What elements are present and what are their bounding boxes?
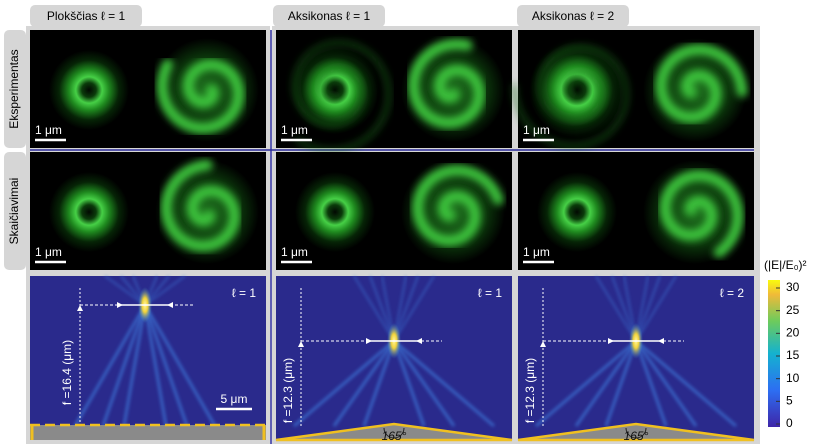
column-label: Plokščias ℓ = 1 <box>47 9 126 23</box>
order-label: ℓ = 2 <box>720 286 745 300</box>
colorbar <box>768 280 780 427</box>
colorbar-title: (|E|/E₀)² <box>764 258 807 272</box>
apex-angle: 165° <box>382 429 407 443</box>
content: Plokščias ℓ = 1 Aksikonas ℓ = 1 Aksikonas … <box>30 5 807 443</box>
colorbar-tick-label: 15 <box>786 348 800 362</box>
colorbar-tick-label: 20 <box>786 326 800 340</box>
order-label: ℓ = 1 <box>232 286 257 300</box>
colorbar-tick-label: 30 <box>786 280 800 294</box>
row-label: Skaičiavimai <box>7 178 21 245</box>
column-label: Aksikonas ℓ = 1 <box>288 9 371 23</box>
column-label: Aksikonas ℓ = 2 <box>532 9 615 23</box>
vortex-ring <box>49 50 129 130</box>
focal-length-label: f =16.4 (μm) <box>60 340 74 405</box>
row-label: Eksperimentas <box>7 49 21 128</box>
focal-length-label: f =12.3 (μm) <box>281 358 295 423</box>
scale-bar-label: 1 μm <box>35 245 62 259</box>
order-label: ℓ = 1 <box>478 286 503 300</box>
scale-bar-label: 1 μm <box>523 245 550 259</box>
apex-angle: 165° <box>624 429 649 443</box>
colorbar-tick-label: 5 <box>786 394 793 408</box>
scale-bar-label: 1 μm <box>281 123 308 137</box>
vortex-ring <box>537 172 617 252</box>
scale-bar-label: 1 μm <box>35 123 62 137</box>
colorbar-tick-label: 10 <box>786 371 800 385</box>
substrate <box>30 425 266 440</box>
page: Eksperimentas Skaičiavimai Plokščias ℓ =… <box>0 0 816 444</box>
vortex-ring <box>49 172 129 252</box>
scale-bar-label: 1 μm <box>523 123 550 137</box>
scale-bar-label: 5 μm <box>221 392 248 406</box>
vortex-ring <box>295 172 375 252</box>
scale-bar-label: 1 μm <box>281 245 308 259</box>
figure: Eksperimentas Skaičiavimai Plokščias ℓ =… <box>0 0 816 444</box>
colorbar-tick-label: 25 <box>786 303 800 317</box>
focal-length-label: f =12.3 (μm) <box>523 358 537 423</box>
colorbar-tick-label: 0 <box>786 416 793 430</box>
